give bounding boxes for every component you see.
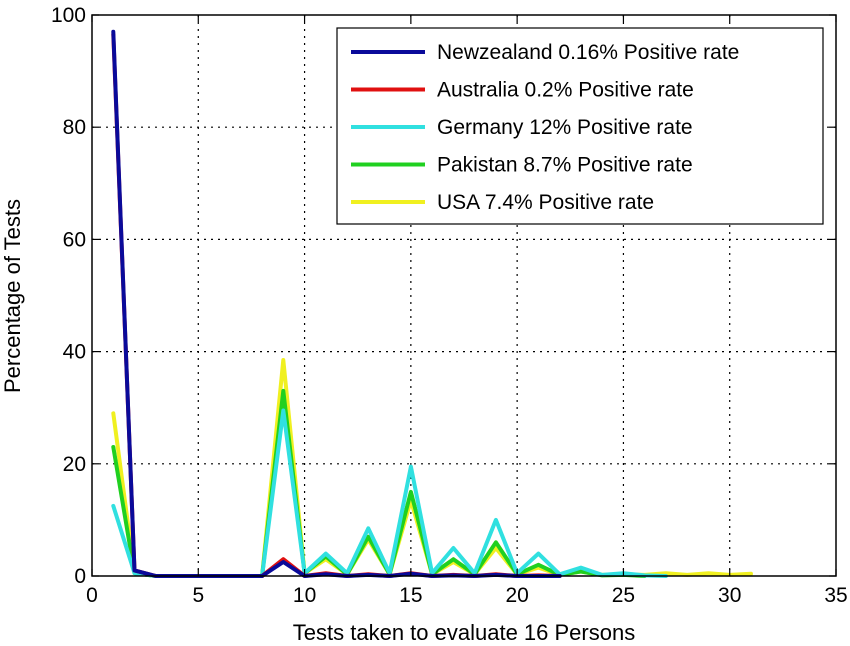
x-tick-label: 10 xyxy=(293,584,316,607)
y-tick-label: 0 xyxy=(74,565,86,588)
legend-label-2: Germany 12% Positive rate xyxy=(437,116,693,139)
x-axis-label: Tests taken to evaluate 16 Persons xyxy=(293,620,635,645)
tick-labels: 0 5 10 15 20 25 30 35 0 20 40 60 80 100 xyxy=(51,4,848,607)
x-tick-label: 25 xyxy=(612,584,635,607)
axis-ticks xyxy=(91,14,837,577)
x-tick-label: 30 xyxy=(718,584,741,607)
legend: Newzealand 0.16% Positive rate Australia … xyxy=(336,27,824,225)
y-tick-label: 100 xyxy=(51,4,86,27)
x-tick-label: 15 xyxy=(399,584,422,607)
x-tick-label: 35 xyxy=(824,584,847,607)
y-axis-label: Percentage of Tests xyxy=(0,199,25,393)
y-tick-label: 20 xyxy=(63,453,86,476)
y-tick-label: 80 xyxy=(63,116,86,139)
legend-label-0: Newzealand 0.16% Positive rate xyxy=(437,41,739,64)
x-tick-label: 5 xyxy=(192,584,204,607)
legend-label-1: Australia 0.2% Positive rate xyxy=(437,79,694,102)
y-tick-label: 60 xyxy=(63,228,86,251)
plot-frame xyxy=(91,14,837,577)
x-tick-label: 20 xyxy=(505,584,528,607)
x-tick-label: 0 xyxy=(86,584,98,607)
legend-label-3: Pakistan 8.7% Positive rate xyxy=(437,154,693,177)
legend-label-4: USA 7.4% Positive rate xyxy=(437,191,654,214)
y-tick-label: 40 xyxy=(63,341,86,364)
